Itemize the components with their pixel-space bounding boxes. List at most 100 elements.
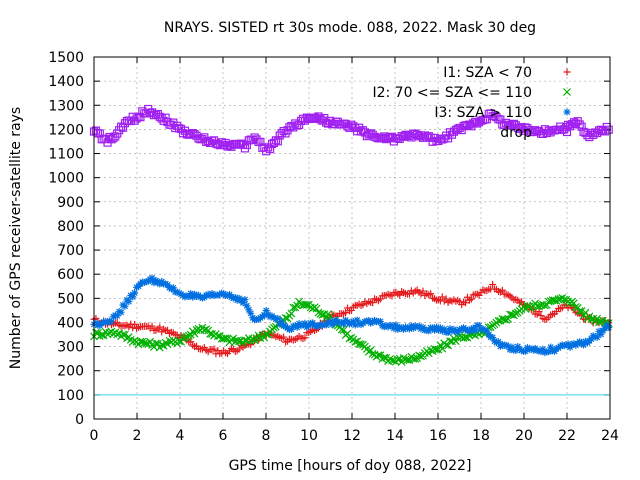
data-point: [214, 291, 222, 299]
data-point: [309, 319, 317, 327]
data-point: [481, 326, 489, 334]
legend: I1: SZA < 70 I2: 70 <= SZA <= 110 I3: SZA …: [372, 65, 572, 141]
data-point: [396, 291, 404, 299]
data-point: [107, 318, 115, 326]
x-tick-label: 2: [133, 428, 142, 444]
data-point: [463, 326, 471, 334]
data-point: [148, 322, 156, 330]
data-point: [353, 316, 361, 324]
data-point: [349, 317, 357, 325]
y-tick-label: 500: [57, 291, 84, 307]
data-point: [423, 326, 431, 334]
tick-layer: 0 2 4 6 8 10 12 14 16 18 20 22 240100200300400500600…: [48, 50, 619, 444]
data-point: [402, 323, 410, 331]
data-point: [562, 341, 570, 349]
data-point: [340, 320, 348, 328]
data-point: [280, 333, 288, 341]
data-point: [293, 323, 301, 331]
data-point: [179, 334, 187, 343]
data-point: [576, 338, 584, 346]
x-tick-label: 24: [601, 428, 619, 444]
data-point: [187, 290, 195, 298]
data-point: [169, 284, 177, 292]
data-point: [229, 294, 237, 302]
data-point: [518, 346, 526, 354]
data-point: [419, 287, 427, 295]
data-point: [563, 108, 571, 116]
data-point: [156, 323, 164, 331]
data-point: [396, 323, 404, 331]
data-point: [535, 347, 543, 355]
data-point: [597, 317, 605, 326]
data-point: [218, 289, 226, 297]
data-point: [131, 321, 139, 329]
data-point: [451, 337, 460, 346]
data-point: [301, 334, 309, 342]
data-point: [181, 293, 189, 301]
data-point: [351, 338, 360, 346]
data-point: [436, 324, 444, 332]
data-point: [605, 323, 613, 331]
data-point: [213, 332, 222, 341]
data-point: [190, 329, 199, 338]
data-layer: [89, 104, 613, 396]
data-point: [243, 302, 251, 310]
data-point: [489, 280, 497, 288]
data-point: [266, 313, 274, 321]
data-point: [245, 306, 253, 314]
y-tick-label: 800: [57, 219, 84, 235]
data-point: [202, 291, 210, 299]
legend-label: I1: SZA < 70: [443, 65, 532, 81]
data-point: [560, 342, 568, 350]
data-point: [247, 309, 255, 317]
data-point: [390, 324, 398, 332]
data-point: [393, 355, 402, 364]
data-point: [547, 343, 555, 351]
data-point: [438, 293, 446, 301]
data-point: [121, 302, 129, 310]
data-point: [483, 327, 491, 335]
series-4: [89, 104, 613, 156]
legend-label: I3: SZA > 110: [434, 105, 532, 121]
x-tick-label: 10: [300, 428, 318, 444]
data-point: [235, 345, 243, 353]
x-tick-label: 6: [219, 428, 228, 444]
data-point: [508, 343, 516, 351]
data-point: [471, 327, 479, 335]
data-point: [175, 337, 184, 346]
data-point: [355, 320, 363, 328]
data-point: [552, 345, 560, 353]
data-point: [427, 290, 435, 298]
y-tick-label: 1200: [48, 122, 84, 138]
data-point: [260, 311, 268, 319]
data-point: [289, 303, 298, 312]
data-point: [224, 291, 232, 299]
data-point: [198, 294, 206, 302]
data-point: [475, 322, 483, 330]
data-point: [287, 309, 296, 318]
data-point: [206, 329, 215, 338]
data-point: [535, 308, 543, 316]
x-axis-label: GPS time [hours of doy 088, 2022]: [229, 458, 472, 474]
data-point: [498, 286, 506, 294]
data-point: [431, 326, 439, 334]
data-point: [425, 327, 433, 335]
data-point: [432, 323, 440, 331]
data-point: [312, 304, 321, 313]
data-point: [502, 341, 510, 349]
data-point: [558, 341, 566, 349]
data-point: [593, 333, 601, 341]
x-tick-label: 12: [343, 428, 361, 444]
legend-label: I2: 70 <= SZA <= 110: [372, 85, 532, 101]
data-point: [587, 335, 595, 343]
x-tick-label: 8: [262, 428, 271, 444]
x-tick-label: 14: [386, 428, 404, 444]
x-tick-label: 18: [472, 428, 490, 444]
y-tick-label: 700: [57, 243, 84, 259]
x-tick-label: 22: [558, 428, 576, 444]
data-point: [569, 299, 578, 308]
data-point: [504, 342, 512, 350]
data-point: [494, 316, 503, 325]
